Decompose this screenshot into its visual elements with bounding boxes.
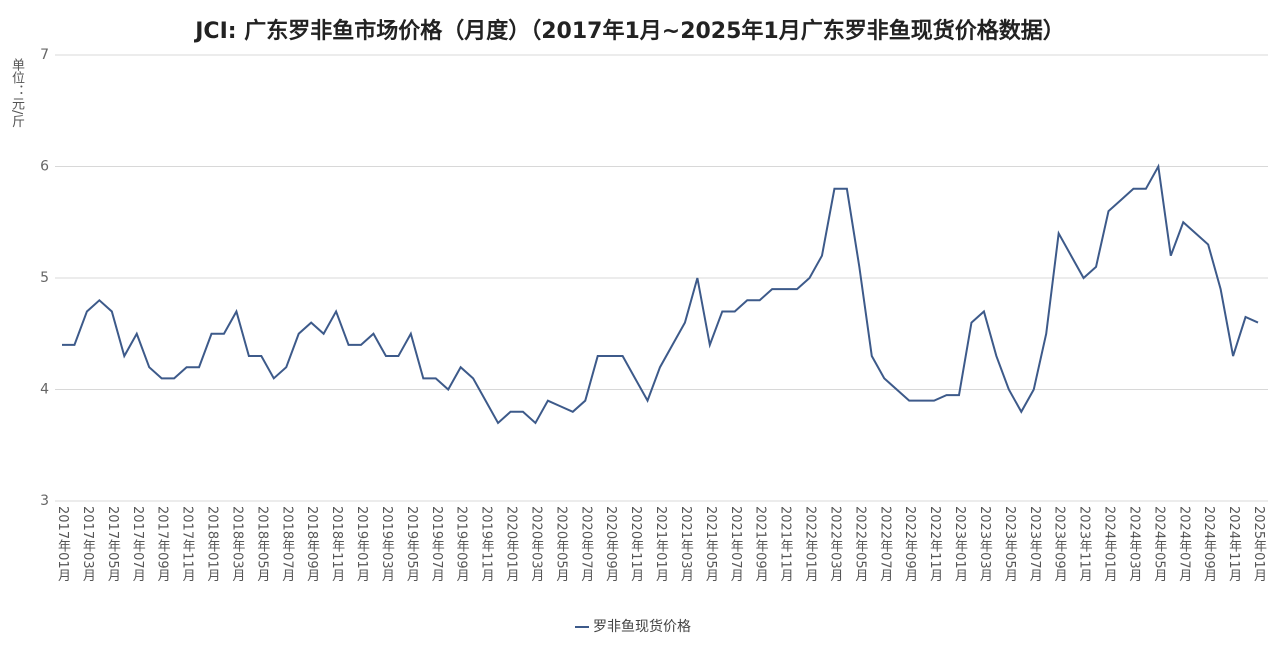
x-tick-label: 2018年07月 xyxy=(279,506,295,582)
x-tick-label: 2020年05月 xyxy=(553,506,569,582)
y-axis-label: 单位：元/斤 xyxy=(9,58,24,128)
x-tick-label: 2020年09月 xyxy=(603,506,619,582)
y-tick-label: 5 xyxy=(40,270,49,286)
x-tick-label: 2024年09月 xyxy=(1201,506,1217,582)
x-tick-label: 2018年05月 xyxy=(254,506,270,582)
x-tick-label: 2020年11月 xyxy=(628,506,644,582)
x-tick-label: 2019年05月 xyxy=(403,506,419,582)
chart-title: JCI: 广东罗非鱼市场价格（月度）（2017年1月~2025年1月广东罗非鱼现… xyxy=(193,18,1065,44)
x-tick-label: 2019年01月 xyxy=(354,506,369,582)
x-tick-label: 2019年09月 xyxy=(453,506,469,582)
y-tick-label: 7 xyxy=(40,47,49,63)
x-tick-label: 2017年05月 xyxy=(104,506,120,582)
x-tick-label: 2023年09月 xyxy=(1051,506,1067,582)
x-tick-label: 2018年03月 xyxy=(229,506,245,582)
x-tick-label: 2022年07月 xyxy=(877,506,893,582)
x-tick-label: 2021年07月 xyxy=(727,506,743,582)
x-tick-label: 2022年03月 xyxy=(827,506,843,582)
data-line xyxy=(62,163,1259,425)
x-tick-label: 2022年01月 xyxy=(802,506,818,582)
x-tick-label: 2021年11月 xyxy=(777,506,793,582)
x-tick-label: 2019年07月 xyxy=(428,506,444,582)
x-tick-label: 2017年07月 xyxy=(129,506,145,582)
x-tick-label: 2024年07月 xyxy=(1176,506,1192,582)
x-tick-label: 2024年03月 xyxy=(1126,506,1142,582)
legend-label: 罗非鱼现货价格 xyxy=(593,618,691,635)
x-tick-label: 2025年01月 xyxy=(1251,506,1266,582)
x-tick-label: 2017年01月 xyxy=(55,506,70,582)
x-tick-label: 2017年03月 xyxy=(79,506,95,582)
x-tick-label: 2021年05月 xyxy=(702,506,718,582)
x-tick-label: 2018年11月 xyxy=(329,506,345,582)
x-tick-label: 2024年05月 xyxy=(1151,506,1167,582)
x-tick-label: 2019年11月 xyxy=(478,506,494,582)
x-tick-label: 2023年03月 xyxy=(976,506,992,582)
x-tick-label: 2018年01月 xyxy=(204,506,220,582)
x-tick-label: 2024年11月 xyxy=(1226,506,1242,582)
x-tick-label: 2023年05月 xyxy=(1001,506,1017,582)
x-tick-label: 2022年09月 xyxy=(902,506,918,582)
x-tick-label: 2022年11月 xyxy=(927,506,943,582)
x-tick-label: 2019年03月 xyxy=(378,506,394,582)
x-tick-label: 2021年03月 xyxy=(677,506,693,582)
x-tick-label: 2023年11月 xyxy=(1076,506,1092,582)
x-tick-label: 2018年09月 xyxy=(304,506,320,582)
y-tick-label: 4 xyxy=(40,382,49,398)
x-tick-label: 2021年09月 xyxy=(752,506,768,582)
x-tick-label: 2022年05月 xyxy=(852,506,868,582)
x-tick-label: 2023年01月 xyxy=(952,506,967,582)
x-tick-label: 2023年07月 xyxy=(1026,506,1042,582)
x-tick-label: 2020年01月 xyxy=(503,506,519,582)
y-tick-label: 3 xyxy=(40,493,49,509)
x-tick-label: 2017年11月 xyxy=(179,506,195,582)
y-tick-label: 6 xyxy=(40,159,49,175)
x-tick-label: 2017年09月 xyxy=(154,506,170,582)
x-tick-label: 2020年07月 xyxy=(578,506,594,582)
x-tick-label: 2021年01月 xyxy=(653,506,668,582)
x-tick-label: 2024年01月 xyxy=(1101,506,1117,582)
x-tick-label: 2020年03月 xyxy=(528,506,544,582)
